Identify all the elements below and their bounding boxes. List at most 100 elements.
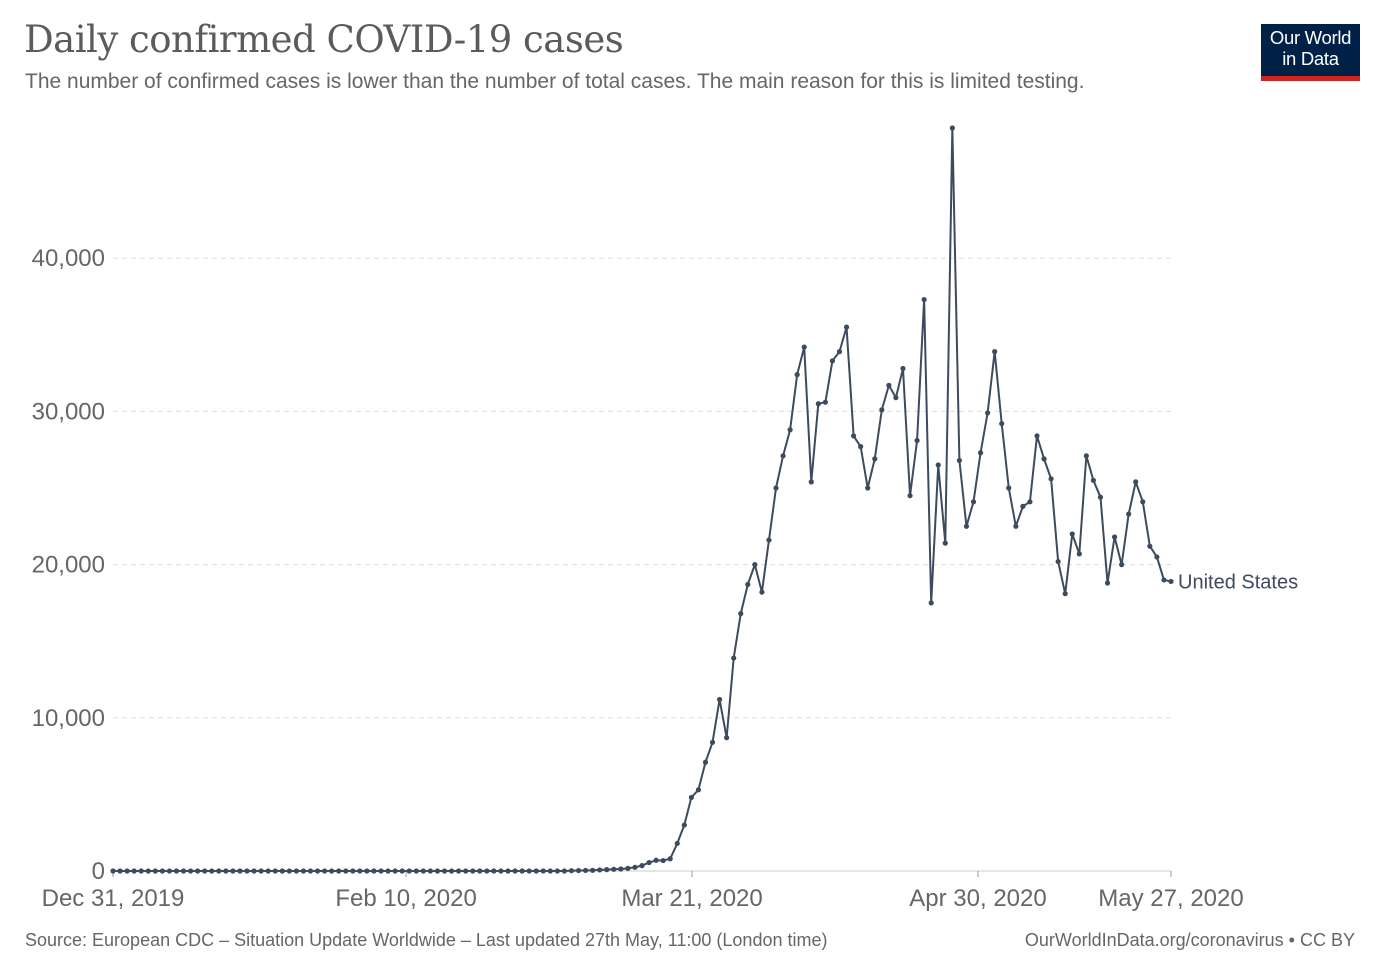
data-point (766, 537, 772, 543)
data-point (1055, 558, 1061, 565)
data-point (1006, 485, 1012, 491)
data-point (519, 868, 525, 874)
data-point (230, 868, 236, 874)
chart-subtitle: The number of confirmed cases is lower t… (25, 70, 1085, 93)
data-point (1097, 494, 1104, 500)
data-point (709, 739, 716, 745)
data-point (985, 410, 991, 416)
data-point (611, 866, 617, 872)
data-point (371, 868, 377, 874)
data-point (533, 868, 539, 874)
x-tick-label: Dec 31, 2019 (42, 885, 185, 912)
data-point (117, 868, 123, 874)
data-point (166, 868, 173, 874)
data-point (801, 344, 807, 350)
data-point (879, 407, 885, 413)
data-point (590, 867, 596, 873)
data-point (568, 868, 575, 874)
data-point (272, 868, 278, 874)
y-tick-label: 40,000 (32, 245, 105, 272)
data-point (1020, 503, 1026, 509)
data-point (1062, 591, 1068, 597)
data-point (406, 868, 412, 874)
data-point (258, 868, 264, 874)
data-point (632, 864, 638, 870)
data-point (434, 868, 441, 874)
data-point (420, 868, 426, 874)
data-point (822, 399, 828, 405)
data-point (999, 421, 1005, 427)
data-point (745, 581, 751, 588)
y-tick-label: 20,000 (32, 552, 105, 579)
data-point (886, 382, 892, 388)
data-point (977, 450, 984, 456)
data-point (639, 863, 645, 869)
data-point (138, 868, 144, 874)
data-point (1034, 433, 1040, 439)
data-point (731, 655, 737, 661)
data-point (1147, 543, 1153, 549)
data-point (195, 868, 201, 874)
x-tick-label: Feb 10, 2020 (335, 885, 476, 912)
data-point (329, 868, 335, 874)
data-point (928, 600, 934, 606)
data-point (1140, 499, 1146, 505)
data-point (216, 868, 222, 874)
data-point (145, 868, 151, 874)
data-point (970, 499, 977, 505)
data-point (413, 868, 419, 874)
series-label-united-states: United States (1178, 571, 1298, 593)
data-point (660, 857, 666, 864)
data-point (561, 868, 568, 874)
grid-lines (113, 257, 1171, 719)
data-point (604, 867, 610, 873)
data-point (1027, 499, 1033, 505)
owid-logo[interactable]: Our World in Data (1261, 24, 1360, 81)
data-point (794, 372, 800, 378)
data-point (470, 868, 476, 874)
data-point (357, 868, 363, 874)
data-point (187, 868, 194, 874)
data-point (575, 867, 582, 874)
data-point (992, 349, 998, 355)
data-point (1069, 531, 1075, 537)
data-point (724, 735, 730, 741)
data-point (152, 868, 158, 874)
data-point (300, 868, 307, 874)
data-point (131, 868, 137, 874)
data-point (343, 868, 349, 874)
data-point (512, 868, 518, 874)
data-point (1041, 456, 1047, 462)
data-point (836, 349, 843, 355)
data-point (688, 794, 694, 801)
data-point (427, 868, 433, 874)
credit-link[interactable]: OurWorldInData.org/coronavirus • CC BY (1024, 930, 1355, 950)
data-point (322, 868, 328, 874)
data-point (851, 433, 857, 439)
chart-title: Daily confirmed COVID-19 cases (24, 18, 624, 61)
source-note[interactable]: Source: European CDC – Situation Update … (25, 930, 828, 950)
data-point (477, 868, 483, 874)
data-point (1168, 578, 1174, 585)
x-tick-label: Apr 30, 2020 (909, 885, 1046, 912)
y-axis: 0 10,000 20,000 30,000 40,000 (32, 245, 105, 885)
data-point (618, 866, 624, 872)
data-point (780, 453, 786, 459)
data-point (173, 868, 180, 874)
data-point (1161, 577, 1167, 583)
data-point (695, 787, 702, 793)
data-point (307, 868, 314, 874)
data-point (244, 868, 250, 874)
logo-line-1: Our World (1269, 27, 1352, 48)
data-point (526, 868, 532, 874)
data-point (787, 427, 793, 433)
data-point (773, 485, 779, 491)
data-point (582, 867, 589, 874)
data-point (350, 868, 356, 874)
data-point (448, 868, 455, 874)
data-point (399, 868, 405, 874)
data-point (759, 589, 765, 595)
data-point (498, 868, 504, 874)
data-point (265, 868, 271, 874)
